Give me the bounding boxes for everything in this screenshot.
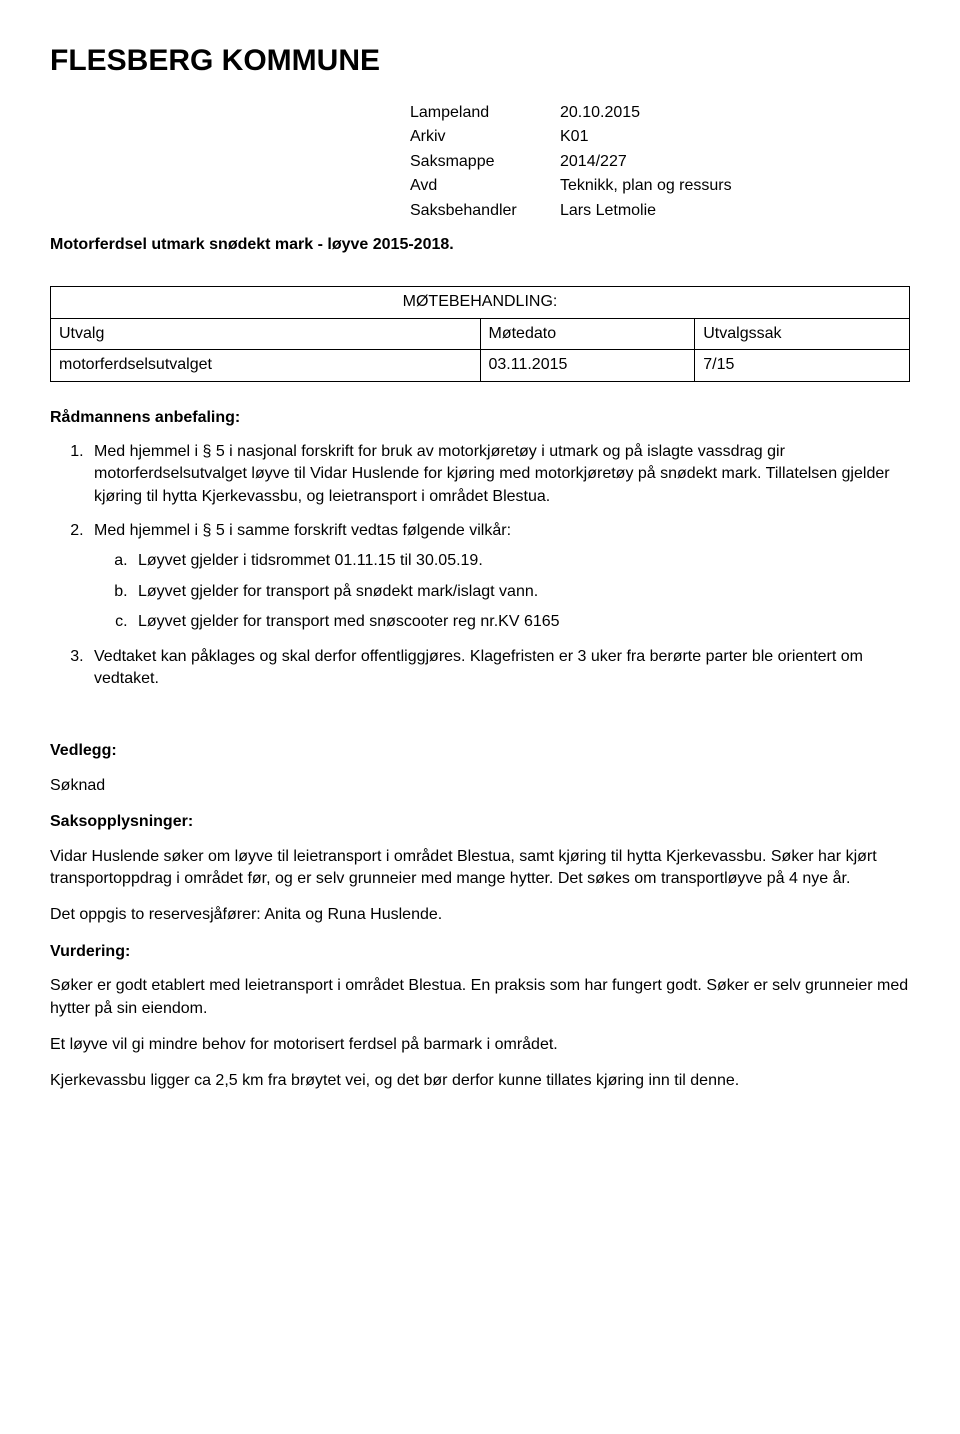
meta-value: Teknikk, plan og ressurs [560,175,732,197]
meta-row: Arkiv K01 [410,126,910,148]
meta-label: Saksmappe [410,151,560,173]
meta-row: Lampeland 20.10.2015 [410,102,910,124]
table-cell-motedato: 03.11.2015 [480,350,695,381]
meta-value: K01 [560,126,588,148]
case-info-heading: Saksopplysninger: [50,811,910,833]
meta-value: Lars Letmolie [560,200,656,222]
list-item: Løyvet gjelder for transport på snødekt … [132,581,910,603]
page-title: FLESBERG KOMMUNE [50,40,910,82]
table-cell-utvalg: motorferdselsutvalget [51,350,481,381]
attachment-item: Søknad [50,775,910,797]
paragraph: Vidar Huslende søker om løyve til leietr… [50,846,910,891]
meta-row: Avd Teknikk, plan og ressurs [410,175,910,197]
subject-line: Motorferdsel utmark snødekt mark - løyve… [50,234,910,256]
assessment-heading: Vurdering: [50,941,910,963]
table-row: motorferdselsutvalget 03.11.2015 7/15 [51,350,910,381]
meeting-table: MØTEBEHANDLING: Utvalg Møtedato Utvalgss… [50,286,910,381]
table-cell-sak: 7/15 [695,350,910,381]
list-item: Med hjemmel i § 5 i nasjonal forskrift f… [88,441,910,508]
table-header-utvalg: Utvalg [51,318,481,349]
meta-row: Saksmappe 2014/227 [410,151,910,173]
recommendation-heading: Rådmannens anbefaling: [50,407,910,429]
paragraph: Et løyve vil gi mindre behov for motoris… [50,1034,910,1056]
paragraph: Kjerkevassbu ligger ca 2,5 km fra brøyte… [50,1070,910,1092]
recommendation-list: Med hjemmel i § 5 i nasjonal forskrift f… [88,441,910,691]
conditions-sublist: Løyvet gjelder i tidsrommet 01.11.15 til… [132,550,910,633]
meta-row: Saksbehandler Lars Letmolie [410,200,910,222]
list-item: Løyvet gjelder for transport med snøscoo… [132,611,910,633]
meta-value: 2014/227 [560,151,627,173]
table-header-motedato: Møtedato [480,318,695,349]
paragraph: Søker er godt etablert med leietransport… [50,975,910,1020]
list-item: Vedtaket kan påklages og skal derfor off… [88,646,910,691]
list-item-text: Med hjemmel i § 5 i samme forskrift vedt… [94,522,511,539]
list-item: Med hjemmel i § 5 i samme forskrift vedt… [88,520,910,634]
paragraph: Det oppgis to reservesjåfører: Anita og … [50,904,910,926]
meta-label: Arkiv [410,126,560,148]
meta-value: 20.10.2015 [560,102,640,124]
table-header-utvalgssak: Utvalgssak [695,318,910,349]
meta-label: Saksbehandler [410,200,560,222]
metadata-block: Lampeland 20.10.2015 Arkiv K01 Saksmappe… [410,102,910,222]
attachments-heading: Vedlegg: [50,740,910,762]
table-heading: MØTEBEHANDLING: [51,287,910,318]
meta-label: Lampeland [410,102,560,124]
meta-label: Avd [410,175,560,197]
list-item: Løyvet gjelder i tidsrommet 01.11.15 til… [132,550,910,572]
